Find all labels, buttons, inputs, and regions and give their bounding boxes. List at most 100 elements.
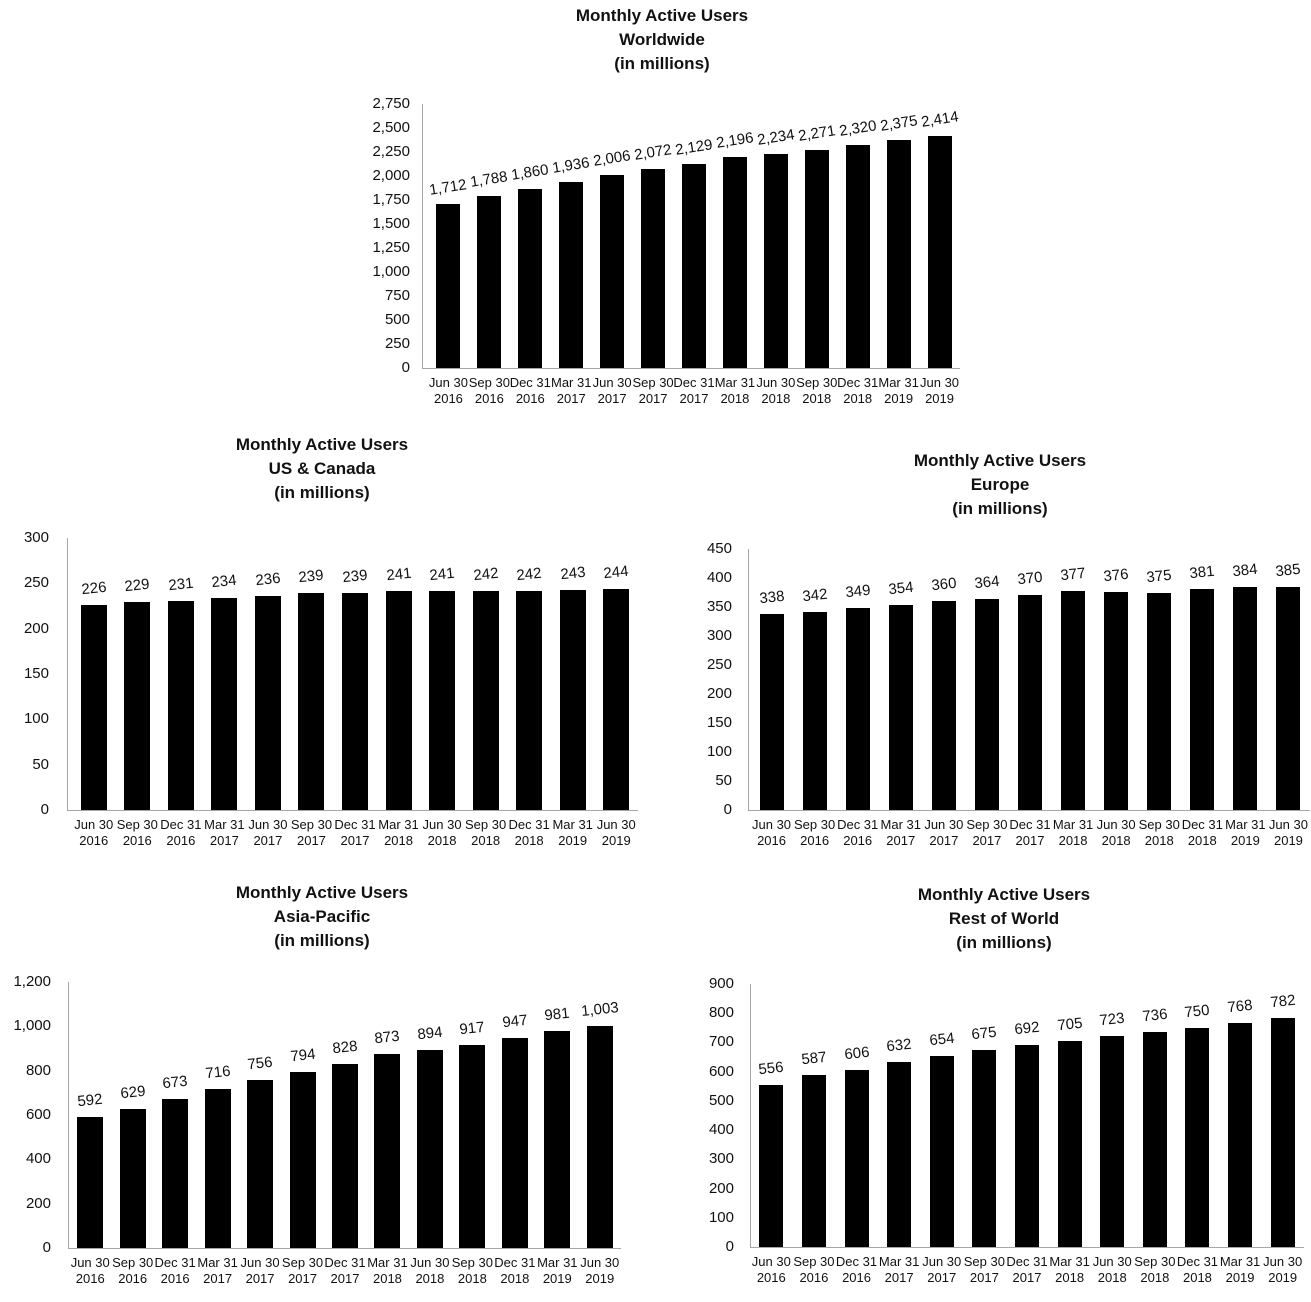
x-category-label: Jun 30 2016: [74, 817, 114, 848]
x-category-label: Jun 30 2016: [752, 817, 792, 848]
y-tick-label: 150: [23, 665, 49, 682]
y-tick-label: 1,200: [13, 973, 51, 990]
chart-unit-label: (in millions): [274, 483, 370, 502]
bar: [759, 1084, 784, 1247]
bar: [845, 145, 870, 368]
x-category-label: Sep 30 2016: [794, 817, 836, 848]
y-tick-label: 750: [384, 287, 410, 304]
bar: [1228, 1022, 1253, 1247]
bar: [429, 591, 456, 810]
bar: [600, 175, 625, 368]
y-tick-label: 2,000: [372, 167, 410, 184]
x-category-label: Mar 31 2017: [550, 375, 592, 406]
x-category-label: Dec 31 2016: [509, 375, 551, 406]
x-category-label: Mar 31 2017: [204, 817, 245, 848]
y-tick-label: 50: [32, 755, 49, 773]
bar: [1057, 1040, 1082, 1247]
bar: [586, 1025, 613, 1248]
x-category-label: Dec 31 2016: [160, 817, 202, 848]
x-category-label: Mar 31 2017: [878, 1254, 920, 1285]
y-tick-label: 50: [715, 772, 732, 789]
x-category-label: Sep 30 2018: [1138, 817, 1180, 848]
bar: [124, 602, 151, 810]
x-category-label: Sep 30 2016: [468, 375, 510, 406]
x-category-label: Jun 30 2017: [924, 817, 964, 848]
bar: [1018, 595, 1042, 810]
y-tick-label: 800: [708, 1004, 734, 1022]
y-tick-label: 0: [42, 1239, 51, 1256]
x-category-label: Sep 30 2018: [796, 375, 838, 406]
bar: [374, 1054, 401, 1248]
x-category-label: Sep 30 2017: [632, 375, 674, 406]
chart-subtitle: Rest of World: [948, 909, 1060, 928]
y-tick-label: 200: [706, 685, 732, 702]
chart-title: Monthly Active Users: [235, 435, 409, 454]
x-category-label: Dec 31 2016: [835, 1254, 878, 1285]
y-tick-label: 200: [25, 1194, 51, 1212]
x-category-label: Dec 31 2018: [494, 1255, 536, 1286]
bar: [119, 1108, 146, 1248]
x-category-label: Dec 31 2017: [334, 817, 376, 848]
y-axis-line: [748, 549, 749, 810]
bar: [477, 196, 502, 368]
y-tick-label: 1,750: [372, 191, 410, 208]
chart-subtitle: Europe: [970, 475, 1030, 494]
bar: [927, 136, 952, 368]
bar: [888, 604, 913, 810]
bar: [332, 1064, 358, 1248]
bar: [472, 590, 499, 810]
bar: [544, 1030, 571, 1248]
x-axis-baseline: [68, 1248, 621, 1249]
x-category-label: Dec 31 2016: [154, 1255, 196, 1286]
chart-title-block: Monthly Active Users Rest of World (in m…: [804, 883, 1204, 955]
chart-title-block: Monthly Active Users Europe (in millions…: [800, 449, 1200, 521]
bar: [972, 1049, 997, 1247]
chart-title: Monthly Active Users: [913, 451, 1087, 470]
bar: [801, 1075, 826, 1247]
x-category-label: Mar 31 2018: [714, 375, 756, 406]
bar: [162, 1098, 189, 1248]
bar: [886, 140, 911, 368]
bar: [1015, 1044, 1039, 1247]
bar: [1147, 592, 1172, 810]
x-category-label: Jun 30 2018: [756, 375, 796, 406]
x-axis-baseline: [748, 810, 1310, 811]
bar: [342, 593, 368, 810]
y-tick-label: 1,000: [372, 263, 410, 280]
bar: [759, 613, 784, 810]
bar: [682, 163, 706, 368]
bar: [845, 607, 870, 810]
x-category-label: Jun 30 2019: [1268, 817, 1308, 848]
chart-subtitle: Worldwide: [619, 30, 705, 49]
x-category-label: Sep 30 2016: [112, 1255, 154, 1286]
x-category-label: Jun 30 2017: [240, 1255, 280, 1286]
bar: [1276, 586, 1301, 810]
y-tick-label: 300: [708, 1150, 734, 1168]
x-category-label: Jun 30 2017: [592, 375, 632, 406]
bar: [501, 1038, 528, 1248]
bar: [385, 591, 412, 810]
x-category-label: Sep 30 2018: [451, 1255, 493, 1286]
bar: [1185, 1027, 1210, 1247]
x-axis-baseline: [750, 1247, 1304, 1248]
y-tick-label: 600: [708, 1062, 734, 1080]
chart-subtitle: Asia-Pacific: [273, 907, 371, 926]
x-category-label: Jun 30 2018: [410, 1255, 450, 1286]
y-tick-label: 0: [723, 801, 732, 818]
chart-unit-label: (in millions): [614, 54, 710, 73]
chart-title: Monthly Active Users: [575, 6, 749, 25]
y-tick-label: 200: [708, 1179, 734, 1197]
y-tick-label: 800: [25, 1061, 51, 1079]
bar: [929, 1055, 954, 1247]
x-category-label: Mar 31 2017: [880, 817, 921, 848]
x-category-label: Dec 31 2017: [673, 375, 715, 406]
bar: [1233, 587, 1258, 810]
bar: [289, 1071, 316, 1248]
x-category-label: Mar 31 2019: [552, 817, 593, 848]
bar: [844, 1069, 869, 1247]
x-category-label: Mar 31 2018: [378, 817, 419, 848]
y-tick-label: 2,750: [372, 95, 410, 112]
